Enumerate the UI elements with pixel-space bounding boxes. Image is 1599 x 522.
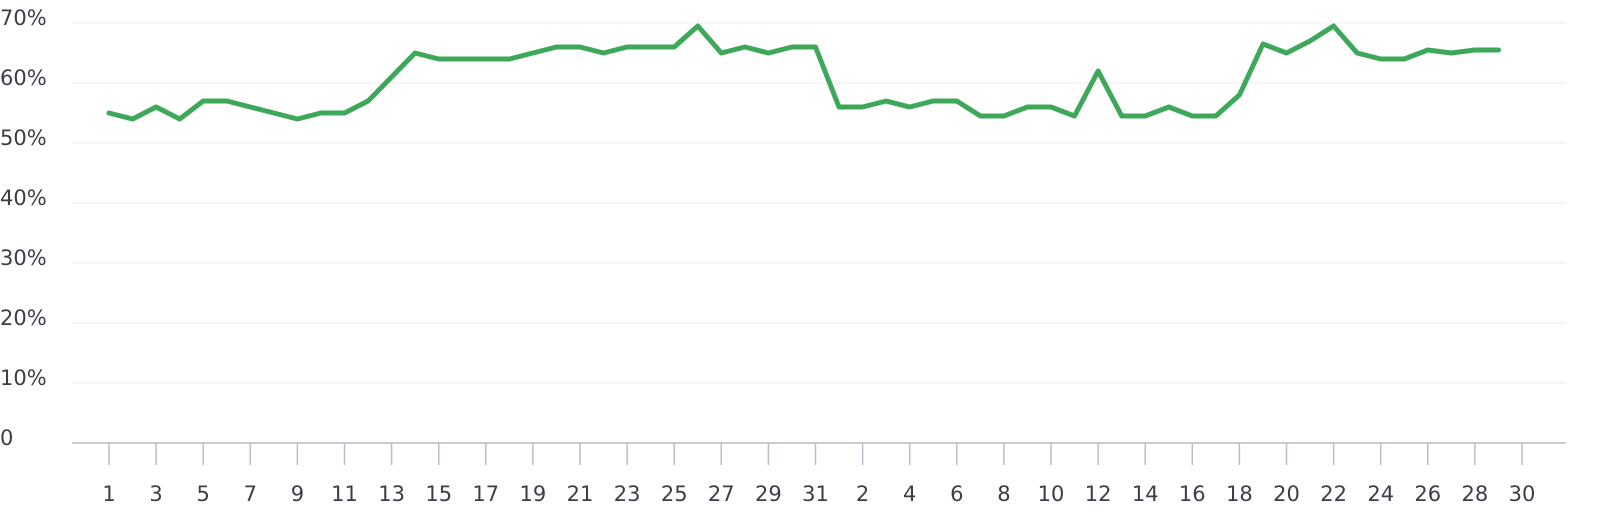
x-tick-label: 28 [1462, 482, 1489, 506]
x-tick-label: 27 [708, 482, 735, 506]
x-tick-label: 30 [1509, 482, 1536, 506]
x-tick-label: 22 [1320, 482, 1347, 506]
x-tick-label: 19 [520, 482, 547, 506]
x-tick-label: 29 [755, 482, 782, 506]
x-tick-label: 11 [331, 482, 358, 506]
x-tick-label: 2 [856, 482, 869, 506]
y-tick-label: 50% [0, 126, 47, 150]
y-tick-label: 70% [0, 6, 47, 30]
y-tick-label: 0 [0, 426, 13, 450]
x-tick-label: 8 [997, 482, 1010, 506]
y-tick-label: 10% [0, 366, 47, 390]
x-tick-label: 31 [802, 482, 829, 506]
x-tick-label: 4 [903, 482, 916, 506]
x-tick-label: 21 [567, 482, 594, 506]
x-tick-label: 15 [425, 482, 452, 506]
y-tick-label: 60% [0, 66, 47, 90]
x-tick-label: 6 [950, 482, 963, 506]
x-tick-label: 26 [1414, 482, 1441, 506]
x-tick-label: 20 [1273, 482, 1300, 506]
x-tick-label: 14 [1132, 482, 1159, 506]
x-tick-label: 12 [1085, 482, 1112, 506]
y-tick-label: 30% [0, 246, 47, 270]
x-tick-label: 17 [472, 482, 499, 506]
x-tick-label: 16 [1179, 482, 1206, 506]
x-tick-label: 3 [149, 482, 162, 506]
x-tick-label: 1 [102, 482, 115, 506]
x-tick-label: 18 [1226, 482, 1253, 506]
x-tick-label: 24 [1367, 482, 1394, 506]
x-tick-label: 13 [378, 482, 405, 506]
line [106, 23, 1501, 122]
y-tick-label: 40% [0, 186, 47, 210]
x-tick-label: 5 [197, 482, 210, 506]
x-tick-label: 25 [661, 482, 688, 506]
x-tick-label: 9 [291, 482, 304, 506]
x-tick-label: 23 [614, 482, 641, 506]
x-tick-label: 7 [244, 482, 257, 506]
x-tick-label: 10 [1038, 482, 1065, 506]
y-tick-label: 20% [0, 306, 47, 330]
